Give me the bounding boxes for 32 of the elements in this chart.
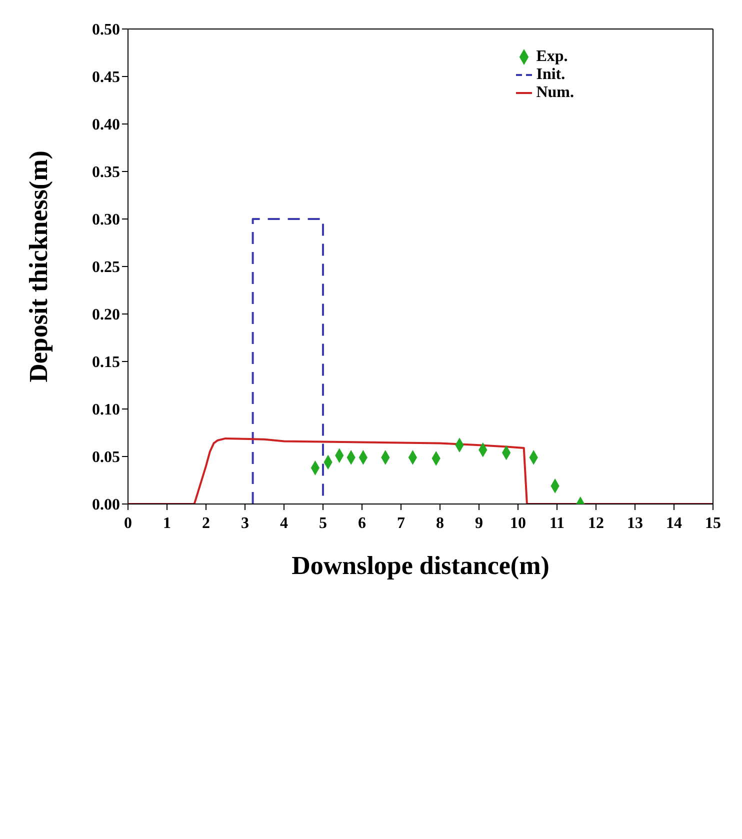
y-tick-label: 0.20	[92, 306, 120, 324]
x-tick-label: 3	[241, 515, 249, 532]
legend-label: Num.	[536, 84, 574, 101]
x-tick-label: 7	[397, 515, 405, 532]
x-axis-title: Downslope distance(m)	[292, 551, 550, 580]
y-tick-label: 0.25	[92, 259, 120, 276]
x-tick-label: 14	[666, 515, 682, 532]
y-tick-label: 0.40	[92, 116, 120, 134]
y-tick-label: 0.10	[92, 402, 120, 419]
x-tick-label: 9	[475, 515, 483, 532]
y-tick-label: 0.15	[92, 354, 120, 372]
x-tick-label: 6	[358, 515, 366, 532]
y-tick-label: 0.50	[92, 22, 120, 39]
x-tick-label: 13	[627, 515, 643, 532]
x-tick-label: 5	[319, 515, 327, 532]
y-tick-label: 0.35	[92, 164, 120, 182]
x-tick-label: 0	[124, 515, 132, 532]
y-axis-title: Deposit thickness(m)	[24, 150, 54, 382]
y-tick-label: 0.00	[92, 496, 120, 514]
y-tick-label: 0.30	[92, 212, 120, 229]
x-tick-label: 12	[588, 515, 604, 532]
legend-label: Exp.	[536, 48, 568, 65]
x-tick-label: 11	[549, 515, 565, 532]
x-tick-label: 15	[705, 515, 721, 532]
x-tick-label: 2	[202, 515, 210, 532]
y-tick-label: 0.45	[92, 69, 120, 86]
x-tick-label: 10	[510, 515, 526, 532]
x-tick-label: 1	[163, 515, 171, 532]
legend-label: Init.	[536, 66, 566, 83]
x-tick-label: 8	[436, 515, 444, 532]
x-tick-label: 4	[280, 515, 288, 532]
y-tick-label: 0.05	[92, 449, 120, 466]
